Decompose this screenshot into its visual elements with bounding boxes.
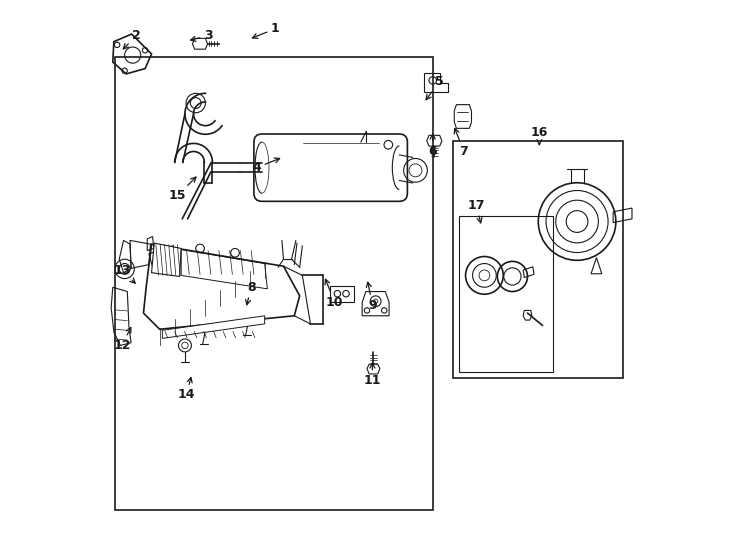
Text: 2: 2	[123, 29, 141, 49]
Bar	[459, 216, 553, 373]
Text: 3: 3	[191, 29, 212, 42]
Text: 10: 10	[325, 279, 344, 309]
Text: 14: 14	[178, 377, 195, 401]
Text: 9: 9	[366, 282, 377, 312]
Text: 12: 12	[113, 328, 131, 352]
Text: 15: 15	[169, 177, 196, 202]
Text: 5: 5	[426, 75, 444, 100]
Polygon shape	[162, 316, 265, 339]
Text: 8: 8	[246, 281, 255, 305]
Bar	[453, 141, 623, 377]
Text: 16: 16	[531, 126, 548, 145]
Polygon shape	[151, 243, 181, 276]
Polygon shape	[143, 244, 299, 329]
Text: 6: 6	[429, 134, 437, 158]
Text: 4: 4	[252, 158, 280, 174]
Text: 11: 11	[363, 363, 381, 387]
Text: 1: 1	[252, 22, 280, 38]
Text: 13: 13	[113, 264, 135, 283]
Text: 7: 7	[454, 129, 468, 158]
FancyBboxPatch shape	[254, 134, 407, 201]
Bar	[115, 57, 433, 510]
Text: 17: 17	[468, 199, 485, 223]
